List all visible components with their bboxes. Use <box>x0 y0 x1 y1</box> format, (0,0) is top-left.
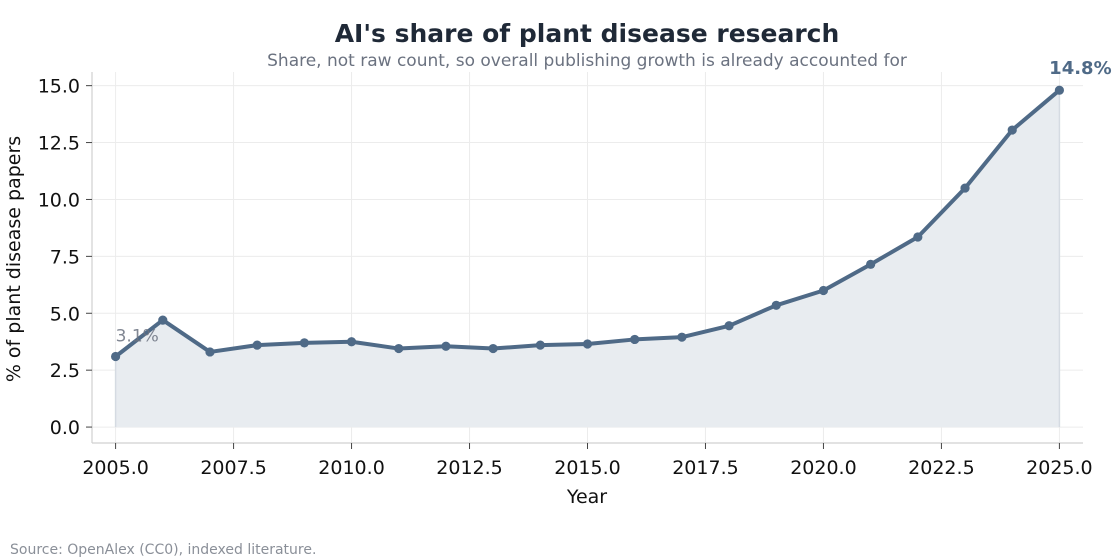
annotation-layer: 3.1% 14.8% <box>116 58 1112 346</box>
data-point <box>110 351 121 362</box>
data-point <box>346 337 357 347</box>
data-point <box>1007 125 1017 135</box>
y-tick-label: 5.0 <box>50 303 80 325</box>
end-value-label: 14.8% <box>1049 58 1111 79</box>
x-tick-label: 2025.0 <box>1026 457 1092 479</box>
data-point <box>960 183 970 193</box>
x-tick-label: 2010.0 <box>318 457 384 479</box>
x-tick-label: 2017.5 <box>672 457 738 479</box>
x-tick-label: 2007.5 <box>200 457 266 479</box>
chart-subtitle: Share, not raw count, so overall publish… <box>267 51 907 71</box>
data-point <box>394 343 404 354</box>
x-tick-label: 2012.5 <box>436 457 502 479</box>
x-tick-label: 2022.5 <box>908 457 974 479</box>
data-point <box>488 343 498 354</box>
data-point <box>299 338 309 348</box>
data-point <box>158 315 168 325</box>
y-tick-label: 2.5 <box>50 360 80 382</box>
y-tick-label: 7.5 <box>50 246 80 268</box>
y-axis-label: % of plant disease papers <box>3 136 25 382</box>
y-tick-label: 12.5 <box>38 133 80 155</box>
x-tick-label: 2020.0 <box>790 457 856 479</box>
start-value-label: 3.1% <box>116 327 159 347</box>
points-layer <box>110 85 1065 362</box>
data-point <box>252 340 262 350</box>
data-point <box>205 347 215 357</box>
data-point <box>724 321 734 331</box>
data-point <box>866 259 876 269</box>
data-point <box>818 285 829 296</box>
data-point <box>630 334 640 345</box>
data-point <box>441 341 451 351</box>
data-point <box>582 339 593 349</box>
data-point <box>535 340 545 350</box>
x-tick-label: 2005.0 <box>82 457 148 479</box>
y-tick-label: 15.0 <box>38 76 80 98</box>
axes <box>86 72 1083 449</box>
data-point <box>913 232 923 242</box>
tick-labels: 2005.0 2007.5 2010.0 2012.5 2015.0 2017.5 2020… <box>38 76 1093 479</box>
data-point <box>771 300 781 310</box>
x-axis-label: Year <box>566 486 607 508</box>
data-point <box>677 332 687 342</box>
x-tick-label: 2015.0 <box>554 457 620 479</box>
chart-title: AI's share of plant disease research <box>335 19 840 48</box>
source-note: Source: OpenAlex (CC0), indexed literatu… <box>10 542 316 558</box>
y-tick-label: 10.0 <box>38 189 80 211</box>
y-tick-label: 0.0 <box>50 417 80 439</box>
data-point <box>1054 85 1065 95</box>
